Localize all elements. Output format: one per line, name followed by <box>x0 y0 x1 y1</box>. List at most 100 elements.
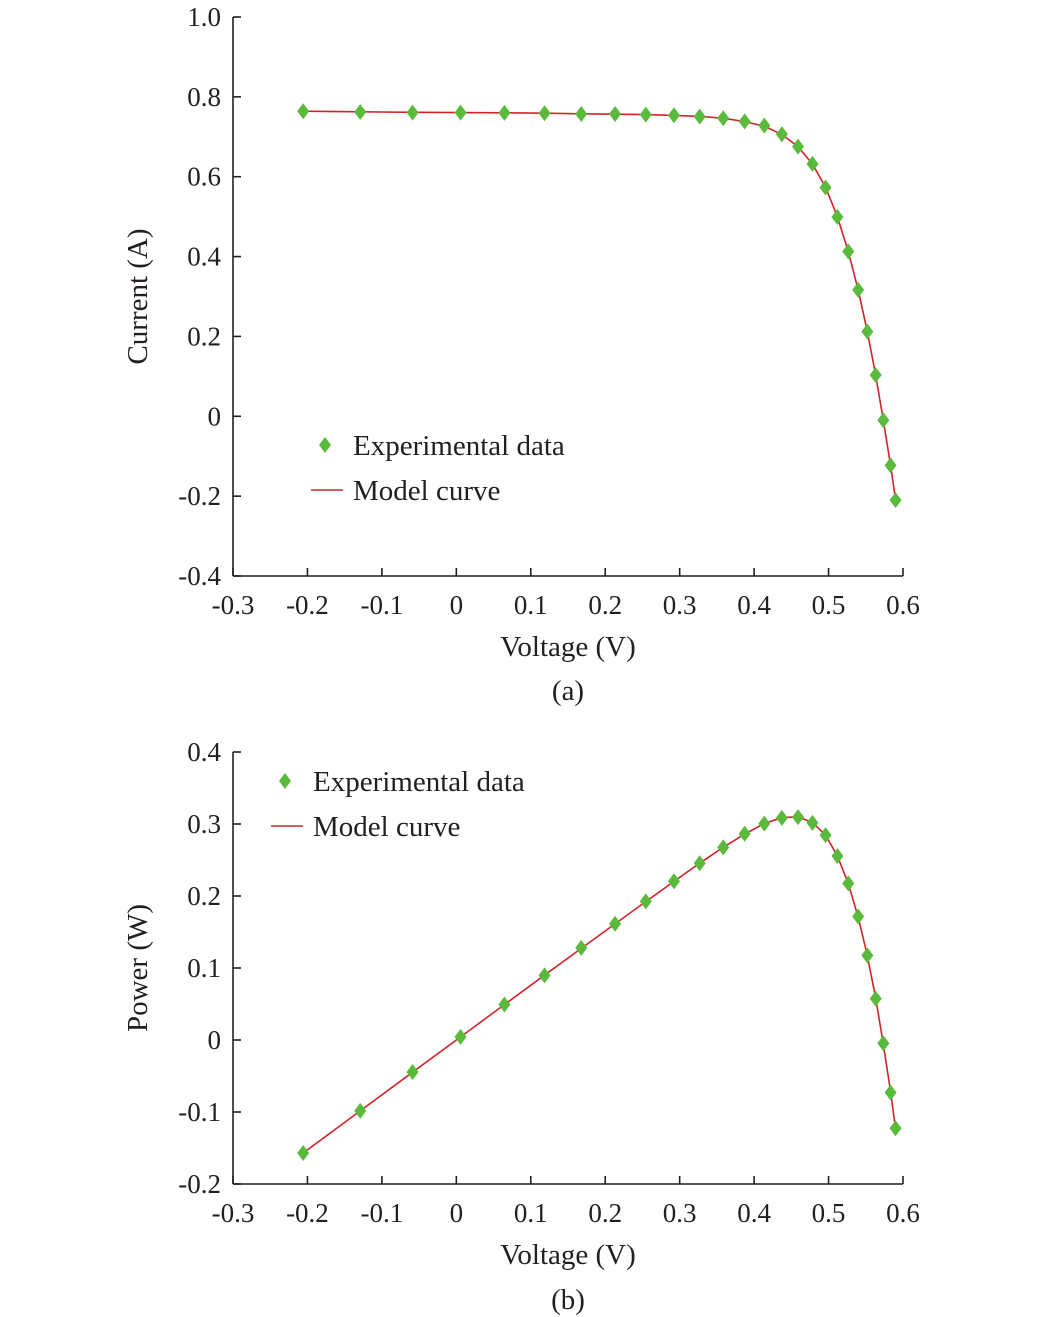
data-point <box>406 104 419 121</box>
data-point <box>877 1035 890 1052</box>
x-tick-label: 0.3 <box>663 1198 697 1228</box>
x-tick-label: 0.3 <box>663 590 697 620</box>
x-tick-label: -0.3 <box>212 1198 255 1228</box>
data-point <box>538 105 551 122</box>
data-point <box>738 113 751 130</box>
data-point <box>406 1064 419 1081</box>
legend-entry-label: Experimental data <box>353 430 565 462</box>
x-tick-label: 0.2 <box>588 590 622 620</box>
data-point <box>852 908 865 925</box>
x-tick-label: 0.4 <box>737 1198 771 1228</box>
data-point <box>819 179 832 196</box>
data-point <box>575 939 588 956</box>
y-tick-label: 0.4 <box>187 737 221 767</box>
y-tick-label: 0.4 <box>187 242 221 272</box>
data-point <box>297 103 310 120</box>
y-tick-label: 0.3 <box>187 809 221 839</box>
data-point <box>852 281 865 298</box>
y-axis-label: Power (W) <box>122 904 154 1032</box>
data-point <box>758 815 771 832</box>
data-point <box>758 117 771 134</box>
data-point <box>454 1028 467 1045</box>
data-point <box>831 848 844 865</box>
data-point <box>693 108 706 125</box>
y-tick-label: 0.6 <box>187 162 221 192</box>
chart-b: -0.3 -0.2 -0.1 0 0.1 0.2 0.3 0.4 0.5 0.6-0.2-0.10… <box>122 737 920 1316</box>
y-tick-label: -0.2 <box>178 1169 221 1199</box>
data-point <box>861 947 874 964</box>
x-tick-label: 0.4 <box>737 590 771 620</box>
data-point <box>354 1102 367 1119</box>
x-tick-label: 0.5 <box>812 1198 846 1228</box>
legend-marker-diamond <box>279 773 291 789</box>
data-point <box>889 492 902 509</box>
y-tick-label: 0.2 <box>187 881 221 911</box>
x-tick-label: -0.1 <box>361 1198 404 1228</box>
data-point <box>738 825 751 842</box>
data-point <box>575 106 588 123</box>
data-point <box>498 104 511 121</box>
data-point <box>498 996 511 1013</box>
y-tick-label: -0.2 <box>178 481 221 511</box>
data-point <box>354 104 367 121</box>
y-tick-label: 0 <box>208 401 222 431</box>
data-point <box>877 412 890 429</box>
legend-marker-diamond <box>319 437 331 453</box>
x-tick-label: 0.5 <box>812 590 846 620</box>
data-point <box>717 110 730 127</box>
figure-caption: (b) <box>551 1284 585 1316</box>
data-point <box>869 366 882 383</box>
data-point <box>869 990 882 1007</box>
data-point <box>639 893 652 910</box>
x-tick-label: -0.1 <box>361 590 404 620</box>
data-point <box>668 873 681 890</box>
data-point <box>806 814 819 831</box>
legend: Experimental data Model curve <box>271 766 525 843</box>
data-point <box>454 104 467 121</box>
data-point <box>792 809 805 826</box>
data-point <box>842 875 855 892</box>
legend-entry-label: Experimental data <box>313 766 525 798</box>
data-point <box>717 839 730 856</box>
x-tick-label: 0.6 <box>886 590 920 620</box>
x-tick-label: 0.1 <box>514 590 548 620</box>
data-point <box>884 1084 897 1101</box>
x-tick-label: -0.2 <box>286 590 329 620</box>
x-tick-label: 0.1 <box>514 1198 548 1228</box>
y-tick-label: 0.2 <box>187 321 221 351</box>
model-curve-line <box>302 815 897 1154</box>
figure-caption: (a) <box>552 675 584 707</box>
y-tick-label: 1.0 <box>187 2 221 32</box>
x-tick-label: 0.2 <box>588 1198 622 1228</box>
x-tick-label: 0.6 <box>886 1198 920 1228</box>
data-point <box>792 138 805 155</box>
data-point <box>842 243 855 260</box>
x-tick-label: 0 <box>450 590 464 620</box>
data-point <box>819 827 832 844</box>
data-point <box>889 1120 902 1137</box>
data-point <box>775 809 788 826</box>
x-axis-label: Voltage (V) <box>500 1239 636 1271</box>
data-point <box>831 209 844 226</box>
y-tick-label: -0.4 <box>178 561 221 591</box>
chart-a: -0.3 -0.2 -0.1 0 0.1 0.2 0.3 0.4 0.5 0.6 -0.4 -0.2 0… <box>122 2 920 707</box>
x-axis-label: Voltage (V) <box>500 631 636 663</box>
x-tick-label: -0.3 <box>212 590 255 620</box>
y-tick-label: 0 <box>208 1025 222 1055</box>
data-point <box>806 155 819 172</box>
data-point <box>775 126 788 143</box>
data-point <box>884 457 897 474</box>
y-tick-label: 0.1 <box>187 953 221 983</box>
legend-entry-label: Model curve <box>353 475 500 507</box>
data-point <box>609 915 622 932</box>
x-tick-label: -0.2 <box>286 1198 329 1228</box>
data-point <box>639 106 652 123</box>
y-tick-label: 0.8 <box>187 82 221 112</box>
data-point <box>693 855 706 872</box>
legend-entry-label: Model curve <box>313 811 460 843</box>
y-tick-label: -0.1 <box>178 1097 221 1127</box>
data-point <box>297 1145 310 1162</box>
data-point <box>538 967 551 984</box>
data-point <box>861 323 874 340</box>
